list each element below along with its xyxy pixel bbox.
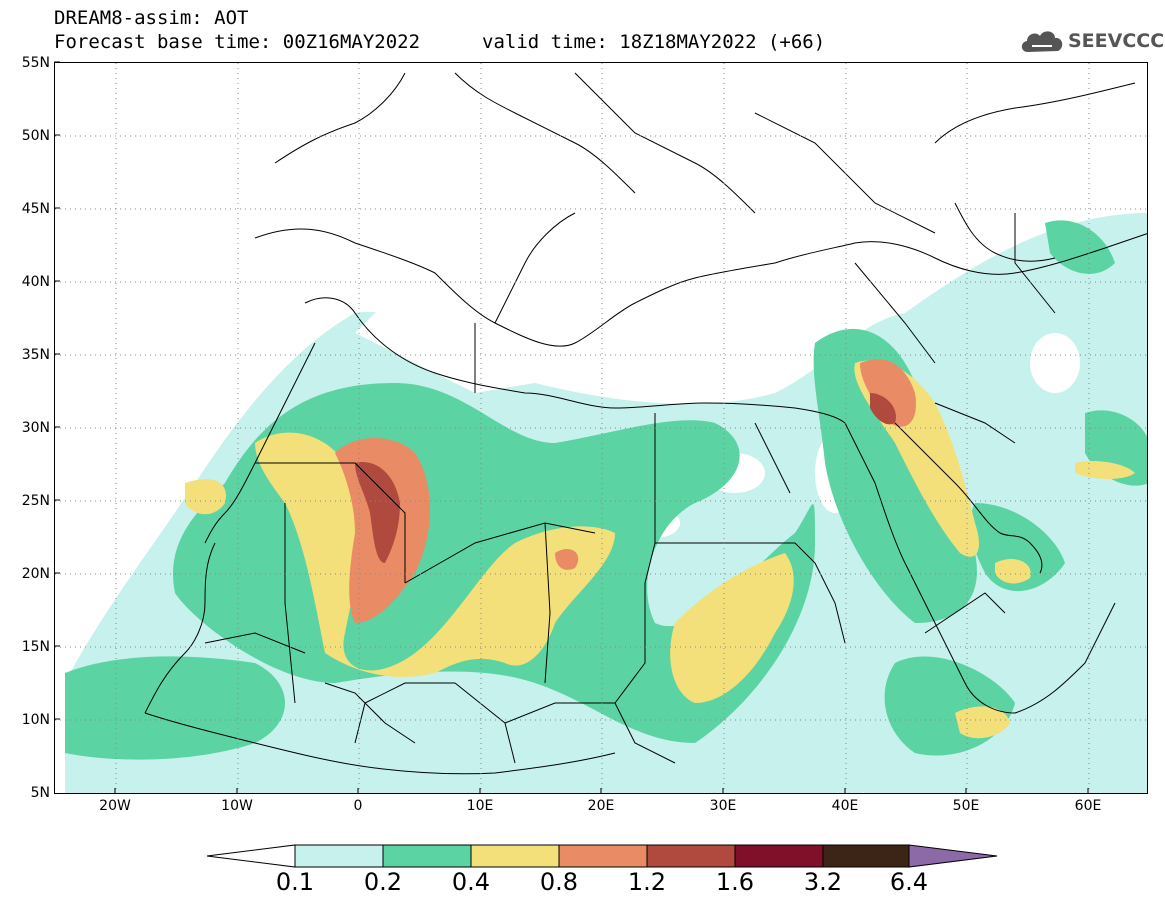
lat-label: 10N xyxy=(21,712,50,728)
lon-label: 40E xyxy=(831,798,859,814)
cloud-icon xyxy=(1021,31,1063,52)
colorbar-segment xyxy=(294,844,384,868)
logo-text: SEEVCCC xyxy=(1068,30,1165,52)
map-title: DREAM8-assim: AOT xyxy=(54,7,249,29)
lat-label: 50N xyxy=(21,128,50,144)
lat-label: 35N xyxy=(21,347,50,363)
lat-label: 5N xyxy=(30,785,50,801)
lon-label: 60E xyxy=(1074,798,1102,814)
colorbar-segment xyxy=(822,844,910,868)
colorbar-segment xyxy=(470,844,560,868)
lon-label: 10E xyxy=(466,798,494,814)
aot-level-1-2 xyxy=(355,393,896,563)
lat-label: 30N xyxy=(21,420,50,436)
aot-map xyxy=(54,62,1148,794)
colorbar-label: 1.6 xyxy=(715,868,755,896)
lat-label: 15N xyxy=(21,639,50,655)
lon-label: 0 xyxy=(353,798,363,814)
lat-label: 20N xyxy=(21,566,50,582)
map-canvas xyxy=(55,63,1147,793)
colorbar-label: 0.4 xyxy=(451,868,491,896)
colorbar-label: 1.2 xyxy=(627,868,667,896)
lon-label: 20W xyxy=(99,798,131,814)
grid-lines xyxy=(55,63,1147,793)
colorbar-min-arrow xyxy=(206,844,296,868)
colorbar-segment xyxy=(734,844,824,868)
colorbar-segment xyxy=(382,844,472,868)
lon-label: 20E xyxy=(587,798,615,814)
lat-label: 55N xyxy=(21,55,50,71)
colorbar-max-arrow xyxy=(908,844,998,868)
valid-time: valid time: 18Z18MAY2022 (+66) xyxy=(482,31,826,53)
coastlines xyxy=(144,72,1147,775)
lon-label: 10W xyxy=(221,798,253,814)
colorbar-label: 0.2 xyxy=(363,868,403,896)
political-borders xyxy=(204,213,1056,764)
lat-label: 45N xyxy=(21,201,50,217)
forecast-base-time: Forecast base time: 00Z16MAY2022 xyxy=(54,31,421,53)
colorbar-label: 0.1 xyxy=(275,868,315,896)
colorbar-label: 0.8 xyxy=(539,868,579,896)
colorbar-label: 3.2 xyxy=(803,868,843,896)
aot-level-0-4 xyxy=(185,360,1135,739)
lat-label: 40N xyxy=(21,274,50,290)
colorbar-segment xyxy=(646,844,736,868)
lon-label: 50E xyxy=(952,798,980,814)
lat-label: 25N xyxy=(21,493,50,509)
colorbar-segment xyxy=(558,844,648,868)
colorbar-label: 6.4 xyxy=(889,868,929,896)
lon-label: 30E xyxy=(709,798,737,814)
seevccc-logo: SEEVCCC xyxy=(1018,24,1164,58)
